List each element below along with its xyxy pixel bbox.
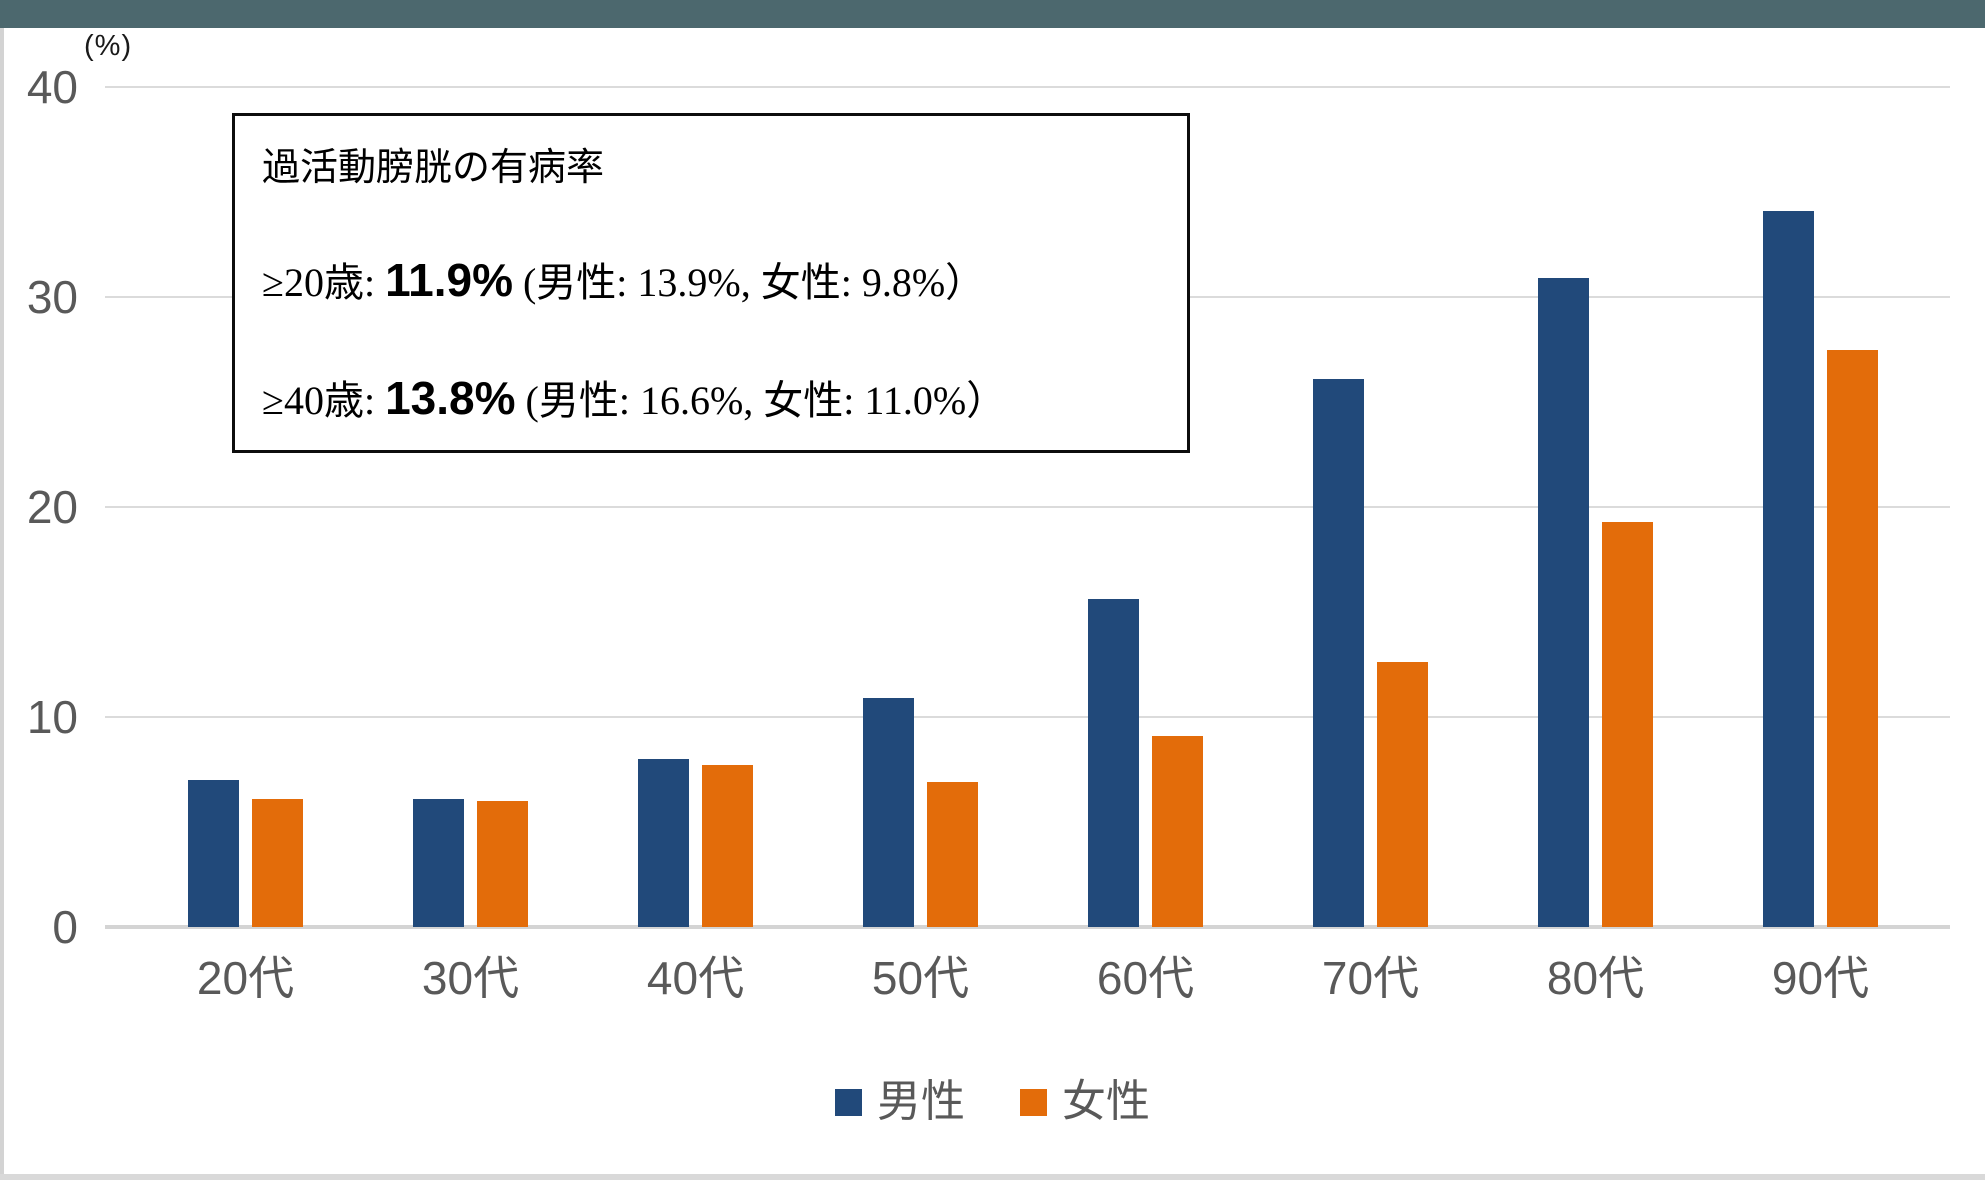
- chart-legend: 男性 女性: [0, 1072, 1985, 1132]
- x-axis-line: [105, 925, 1950, 929]
- annotation-detail: (男性: 13.9%, 女性: 9.8%）: [512, 260, 986, 305]
- bar-group-80代: [1483, 0, 1708, 927]
- bar-group-40代: [583, 0, 808, 927]
- bar-50代-女性: [927, 782, 978, 927]
- gridline-40: [105, 86, 1950, 88]
- annotation-title: 過活動膀胱の有病率: [262, 147, 605, 189]
- bar-70代-女性: [1377, 662, 1428, 927]
- bar-20代-男性: [188, 780, 239, 927]
- bar-group-30代: [358, 0, 583, 927]
- annotation-value: 11.9%: [385, 254, 513, 306]
- x-tick-label-70代: 70代: [1321, 952, 1420, 1004]
- legend-label: 男性: [877, 1077, 965, 1126]
- bar-90代-男性: [1763, 210, 1814, 927]
- legend-swatch-icon: [1020, 1088, 1047, 1116]
- bottom-edge-strip: [0, 1174, 1985, 1180]
- y-axis-unit-label: (%): [84, 30, 133, 62]
- gridline-10: [105, 716, 1950, 718]
- bar-group-50代: [808, 0, 1033, 927]
- bar-30代-男性: [413, 798, 464, 927]
- y-tick-label-30: 30: [26, 271, 78, 323]
- y-tick-label-0: 0: [52, 901, 78, 953]
- bar-40代-男性: [638, 759, 689, 927]
- legend-item-男性: 男性: [835, 1078, 965, 1126]
- top-band: [0, 0, 1985, 28]
- bar-60代-女性: [1152, 735, 1203, 927]
- bar-group-90代: [1708, 0, 1933, 927]
- annotation-line-over40: ≥40歳: 13.8% (男性: 16.6%, 女性: 11.0%）: [262, 368, 1167, 426]
- x-tick-label-40代: 40代: [646, 952, 745, 1004]
- bar-20代-女性: [252, 798, 303, 927]
- annotation-prefix: ≥40歳:: [262, 378, 386, 423]
- x-axis-labels: 20代 30代 40代 50代 60代 70代 80代 90代: [133, 942, 1933, 1012]
- left-edge-strip: [0, 28, 4, 1174]
- annotation-line-over20: ≥20歳: 11.9% (男性: 13.9%, 女性: 9.8%）: [262, 250, 1167, 308]
- bar-50代-男性: [863, 698, 914, 927]
- annotation-detail: (男性: 16.6%, 女性: 11.0%）: [515, 378, 1007, 423]
- annotation-prefix: ≥20歳:: [262, 260, 386, 305]
- gridline-20: [105, 506, 1950, 508]
- legend-item-女性: 女性: [1020, 1078, 1150, 1126]
- bar-group-70代: [1258, 0, 1483, 927]
- bar-90代-女性: [1827, 349, 1878, 927]
- y-tick-label-10: 10: [26, 691, 78, 743]
- legend-swatch-icon: [835, 1088, 862, 1116]
- bar-group-20代: [133, 0, 358, 927]
- y-tick-label-20: 20: [26, 481, 78, 533]
- bar-30代-女性: [477, 801, 528, 927]
- bar-group-60代: [1033, 0, 1258, 927]
- bar-60代-男性: [1088, 599, 1139, 927]
- x-tick-label-30代: 30代: [421, 952, 520, 1004]
- bar-70代-男性: [1313, 378, 1364, 927]
- annotation-box: 過活動膀胱の有病率 ≥20歳: 11.9% (男性: 13.9%, 女性: 9.…: [232, 113, 1190, 453]
- x-tick-label-20代: 20代: [196, 952, 295, 1004]
- bar-80代-女性: [1602, 521, 1653, 927]
- bar-40代-女性: [702, 765, 753, 927]
- annotation-value: 13.8%: [385, 372, 516, 424]
- plot-area: [133, 0, 1933, 927]
- bar-80代-男性: [1538, 278, 1589, 927]
- legend-label: 女性: [1062, 1077, 1150, 1126]
- x-tick-label-80代: 80代: [1546, 952, 1645, 1004]
- y-tick-label-40: 40: [26, 61, 78, 113]
- x-tick-label-90代: 90代: [1771, 952, 1870, 1004]
- x-tick-label-50代: 50代: [871, 952, 970, 1004]
- x-tick-label-60代: 60代: [1096, 952, 1195, 1004]
